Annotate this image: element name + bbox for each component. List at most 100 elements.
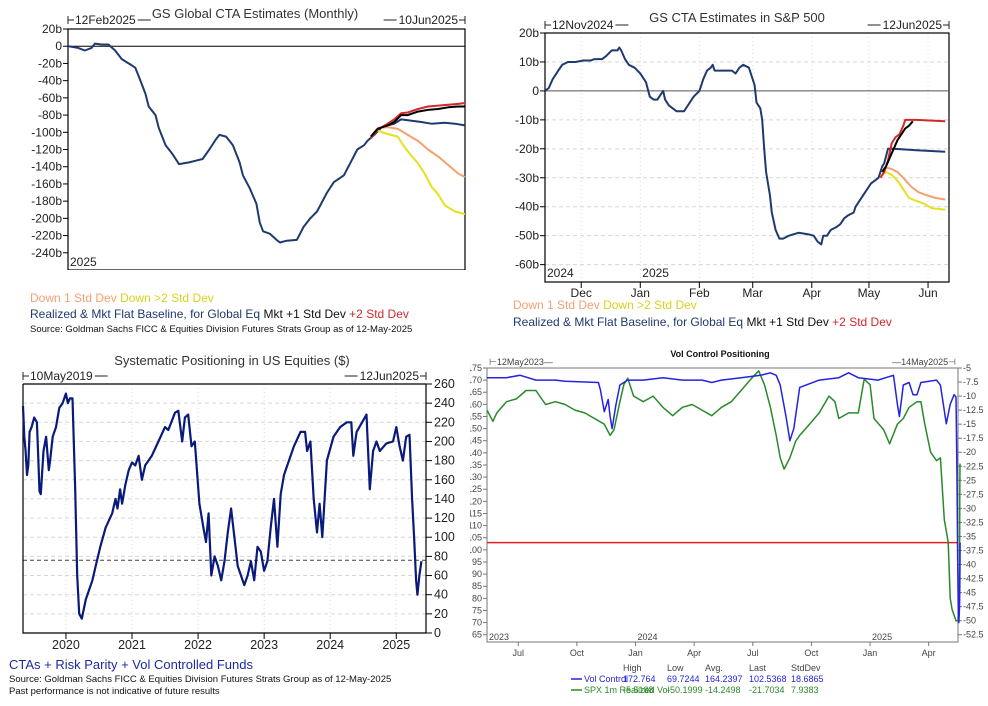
series-line-down-2-std-dev	[377, 129, 466, 216]
y-tick-label-right: -10	[963, 391, 976, 401]
x-tick-label: Jul	[513, 648, 525, 658]
y-tick-label: 0	[55, 39, 62, 53]
legend-down-2sd: Down >2 Std Dev	[603, 298, 697, 312]
y-tick-label-left: 80	[472, 593, 482, 603]
y-tick-label: -40b	[38, 74, 62, 88]
y-tick-label: -200b	[31, 211, 62, 225]
systematic-us-disclaimer: Past performance is not indicative of fu…	[9, 686, 220, 697]
y-tick-label-left: 170	[470, 375, 482, 385]
y-tick-label: 20b	[42, 22, 62, 36]
y-tick-label: -140b	[31, 160, 62, 174]
y-tick-label-right: -42.5	[963, 574, 984, 584]
range-end-label: 12Jun2025	[883, 18, 943, 32]
y-tick-label-left: 135	[470, 460, 482, 470]
y-tick-label-left: 125	[470, 484, 482, 494]
year-label: 2023	[489, 632, 509, 642]
stats-value-stddev: 7.9383	[791, 685, 819, 695]
y-tick-label: -120b	[31, 143, 62, 157]
stats-row-label-spx-1m-realized-vol: SPX 1m Realized Vol	[584, 685, 670, 695]
y-tick-label-right: -37.5	[963, 545, 984, 555]
range-end-label: 10Jun2025	[399, 13, 459, 27]
chart-title: GS CTA Estimates in S&P 500	[649, 10, 825, 25]
stats-header-stddev: StdDev	[791, 663, 821, 673]
y-tick-label-right: -17.5	[963, 433, 984, 443]
range-start-label: 10May2019	[30, 369, 93, 383]
y-tick-label-right: -20	[963, 447, 976, 457]
y-tick-label: -10b	[515, 113, 539, 127]
y-tick-label-right: -47.5	[963, 602, 984, 612]
stats-header-last: Last	[749, 663, 767, 673]
global-cta-legend-row-1: Down 1 Std Dev Down >2 Std Dev	[30, 291, 214, 305]
y-tick-label-left: 90	[472, 569, 482, 579]
y-tick-label: -80b	[38, 108, 62, 122]
stats-row-label-vol-control: Vol Control	[584, 674, 628, 684]
year-label: 2024	[638, 632, 658, 642]
range-end-label: 12Jun2025	[360, 369, 420, 383]
y-tick-label-left: 115	[470, 508, 482, 518]
y-tick-label: -60b	[515, 258, 539, 272]
y-tick-label: -30b	[515, 171, 539, 185]
stats-value-low: 69.7244	[667, 674, 700, 684]
y-tick-label-left: 160	[470, 399, 482, 409]
stats-value-avg: 164.2397	[705, 674, 743, 684]
x-tick-label: 2022	[184, 638, 212, 652]
y-tick-label: 20b	[519, 26, 539, 40]
legend-down-1sd: Down 1 Std Dev	[513, 298, 600, 312]
y-tick-label: 160	[434, 473, 455, 487]
year-label: 2025	[70, 255, 97, 269]
legend-baseline: Realized & Mkt Flat Baseline, for Global…	[30, 307, 261, 321]
stats-value-low: -50.1999	[667, 685, 703, 695]
y-tick-label-right: -50	[963, 616, 976, 626]
x-tick-label: 2023	[250, 638, 278, 652]
y-tick-label: 60	[434, 569, 448, 583]
y-tick-label: 240	[434, 396, 455, 410]
chart-title: Vol Control Positioning	[670, 349, 769, 359]
y-tick-label-left: 150	[470, 424, 482, 434]
y-tick-label: -180b	[31, 194, 62, 208]
y-tick-label: -20b	[38, 56, 62, 70]
stats-value-high: 172.764	[623, 674, 656, 684]
x-tick-label: Jul	[747, 648, 759, 658]
legend-baseline: Realized & Mkt Flat Baseline, for Global…	[513, 315, 744, 329]
vol-control-chart: Vol Control Positioning ⊢12May2023— —14May…	[467, 349, 984, 695]
y-tick-label-right: -45	[963, 588, 976, 598]
stats-value-last: 102.5368	[749, 674, 787, 684]
series-line-vol-control	[487, 372, 961, 624]
y-tick-label: 260	[434, 377, 455, 391]
systematic-us-source: Source: Goldman Sachs FICC & Equities Di…	[9, 674, 392, 685]
legend-down-1sd: Down 1 Std Dev	[30, 291, 117, 305]
y-tick-label: 80	[434, 549, 448, 563]
y-tick-label: 180	[434, 454, 455, 468]
x-tick-label: 2024	[316, 638, 344, 652]
y-tick-label: -20b	[515, 142, 539, 156]
chart-title: GS Global CTA Estimates (Monthly)	[152, 6, 358, 21]
y-tick-label-left: 75	[472, 605, 482, 615]
stats-value-stddev: 18.6865	[791, 674, 824, 684]
x-tick-label: 2021	[118, 638, 146, 652]
series-line-down-1-std-dev	[881, 166, 946, 201]
y-tick-label-right: -25	[963, 475, 976, 485]
y-tick-label-left: 165	[470, 387, 482, 397]
y-tick-label-left: 85	[472, 581, 482, 591]
stats-value-last: -21.7034	[749, 685, 785, 695]
x-tick-label: Jan	[631, 286, 650, 300]
y-tick-label: 20	[434, 607, 448, 621]
series-line-down-2-std-dev	[881, 171, 946, 211]
y-tick-label: 200	[434, 434, 455, 448]
chart-title: Systematic Positioning in US Equities ($…	[114, 353, 350, 368]
sp500-cta-legend-row-1: Down 1 Std Dev Down >2 Std Dev	[513, 298, 697, 312]
y-tick-label-left: 110	[470, 521, 482, 531]
x-tick-label: Jun	[918, 286, 937, 300]
y-tick-label-right: -52.5	[963, 630, 984, 640]
systematic-us-legend: CTAs + Risk Parity + Vol Controlled Fund…	[9, 657, 253, 672]
legend-ctas-rp-vol: CTAs + Risk Parity + Vol Controlled Fund…	[9, 657, 253, 672]
x-tick-label: Mar	[742, 286, 763, 300]
series-line-mkt-1-std-dev	[881, 120, 914, 173]
series-line-down-1-std-dev	[377, 126, 466, 178]
range-start-label: 12Feb2025	[75, 13, 136, 27]
y-tick-label-left: 175	[470, 363, 482, 373]
y-tick-label-right: -22.5	[963, 461, 984, 471]
x-tick-label: 2020	[52, 638, 80, 652]
y-tick-label-right: -30	[963, 503, 976, 513]
legend-up-1sd: Mkt +1 Std Dev	[746, 315, 829, 329]
